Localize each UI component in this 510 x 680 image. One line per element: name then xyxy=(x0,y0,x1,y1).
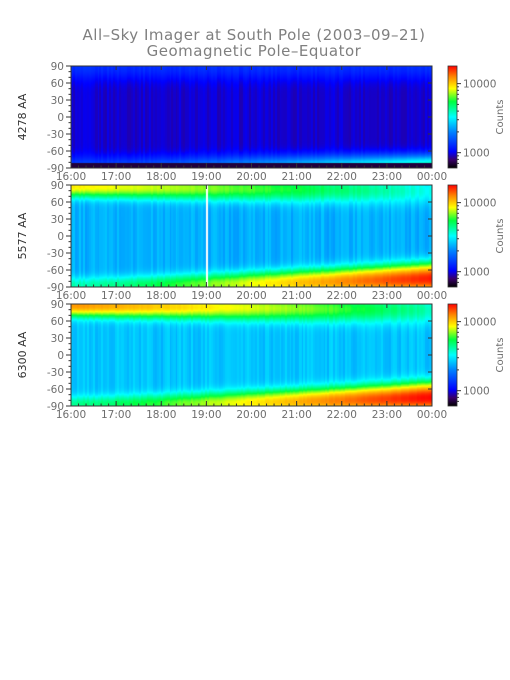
y-tick-label: 0 xyxy=(57,112,64,124)
x-tick-label: 20:00 xyxy=(236,290,266,302)
colorbar xyxy=(447,65,458,169)
x-tick-label: 19:00 xyxy=(191,171,221,183)
y-tick-label: -30 xyxy=(47,367,64,379)
x-tick-label: 17:00 xyxy=(101,409,131,421)
y-tick-label: 0 xyxy=(57,350,64,362)
colorbar-label: Counts xyxy=(495,100,506,135)
y-tick-label: 30 xyxy=(51,95,64,107)
x-tick-label: 21:00 xyxy=(281,171,311,183)
x-tick-label: 22:00 xyxy=(327,290,357,302)
x-tick-label: 18:00 xyxy=(146,171,176,183)
y-axis-label: 5577 AA xyxy=(16,212,29,259)
x-tick-label: 20:00 xyxy=(236,409,266,421)
y-tick-label: 30 xyxy=(51,214,64,226)
x-tick-label: 22:00 xyxy=(327,409,357,421)
y-tick-label: -90 xyxy=(47,401,64,413)
colorbar-label: Counts xyxy=(495,219,506,254)
x-tick-label: 21:00 xyxy=(281,409,311,421)
y-tick-label: 90 xyxy=(51,299,64,311)
y-tick-label: 60 xyxy=(51,78,64,90)
y-tick-label: -60 xyxy=(47,384,64,396)
x-tick-label: 00:00 xyxy=(417,171,447,183)
x-tick-label: 16:00 xyxy=(56,171,86,183)
heatmap-image xyxy=(71,185,432,287)
y-tick-label: -30 xyxy=(47,129,64,141)
x-tick-label: 18:00 xyxy=(146,290,176,302)
x-tick-label: 16:00 xyxy=(56,409,86,421)
y-tick-label: 60 xyxy=(51,316,64,328)
y-tick-label: -30 xyxy=(47,248,64,260)
x-tick-label: 19:00 xyxy=(191,290,221,302)
x-tick-label: 17:00 xyxy=(101,290,131,302)
colorbar-tick-label: 1000 xyxy=(463,386,490,398)
colorbar-tick-label: 10000 xyxy=(463,79,496,91)
y-tick-label: -90 xyxy=(47,282,64,294)
colorbar-label: Counts xyxy=(495,338,506,373)
x-tick-label: 23:00 xyxy=(372,409,402,421)
x-tick-label: 19:00 xyxy=(191,409,221,421)
y-tick-label: -60 xyxy=(47,146,64,158)
colorbar xyxy=(447,303,458,407)
x-tick-label: 21:00 xyxy=(281,290,311,302)
chart-title-line-1: All–Sky Imager at South Pole (2003–09–21… xyxy=(83,26,426,44)
y-tick-label: 90 xyxy=(51,180,64,192)
y-tick-label: -60 xyxy=(47,265,64,277)
y-tick-label: 30 xyxy=(51,333,64,345)
x-tick-label: 23:00 xyxy=(372,290,402,302)
colorbar-tick-label: 1000 xyxy=(463,148,490,160)
x-tick-label: 18:00 xyxy=(146,409,176,421)
colorbar-tick-label: 10000 xyxy=(463,198,496,210)
heatmap-image xyxy=(71,304,432,406)
x-tick-label: 16:00 xyxy=(56,290,86,302)
y-tick-label: 60 xyxy=(51,197,64,209)
colorbar-tick-label: 1000 xyxy=(463,267,490,279)
y-axis-label: 6300 AA xyxy=(16,331,29,378)
colorbar xyxy=(447,184,458,288)
chart-title-line-2: Geomagnetic Pole–Equator xyxy=(147,42,362,60)
y-tick-label: -90 xyxy=(47,163,64,175)
y-tick-label: 0 xyxy=(57,231,64,243)
x-tick-label: 22:00 xyxy=(327,171,357,183)
heatmap-image xyxy=(71,66,432,168)
y-axis-label: 4278 AA xyxy=(16,93,29,140)
x-tick-label: 23:00 xyxy=(372,171,402,183)
colorbar-tick-label: 10000 xyxy=(463,317,496,329)
x-tick-label: 17:00 xyxy=(101,171,131,183)
x-tick-label: 00:00 xyxy=(417,409,447,421)
x-tick-label: 20:00 xyxy=(236,171,266,183)
x-tick-label: 00:00 xyxy=(417,290,447,302)
y-tick-label: 90 xyxy=(51,61,64,73)
